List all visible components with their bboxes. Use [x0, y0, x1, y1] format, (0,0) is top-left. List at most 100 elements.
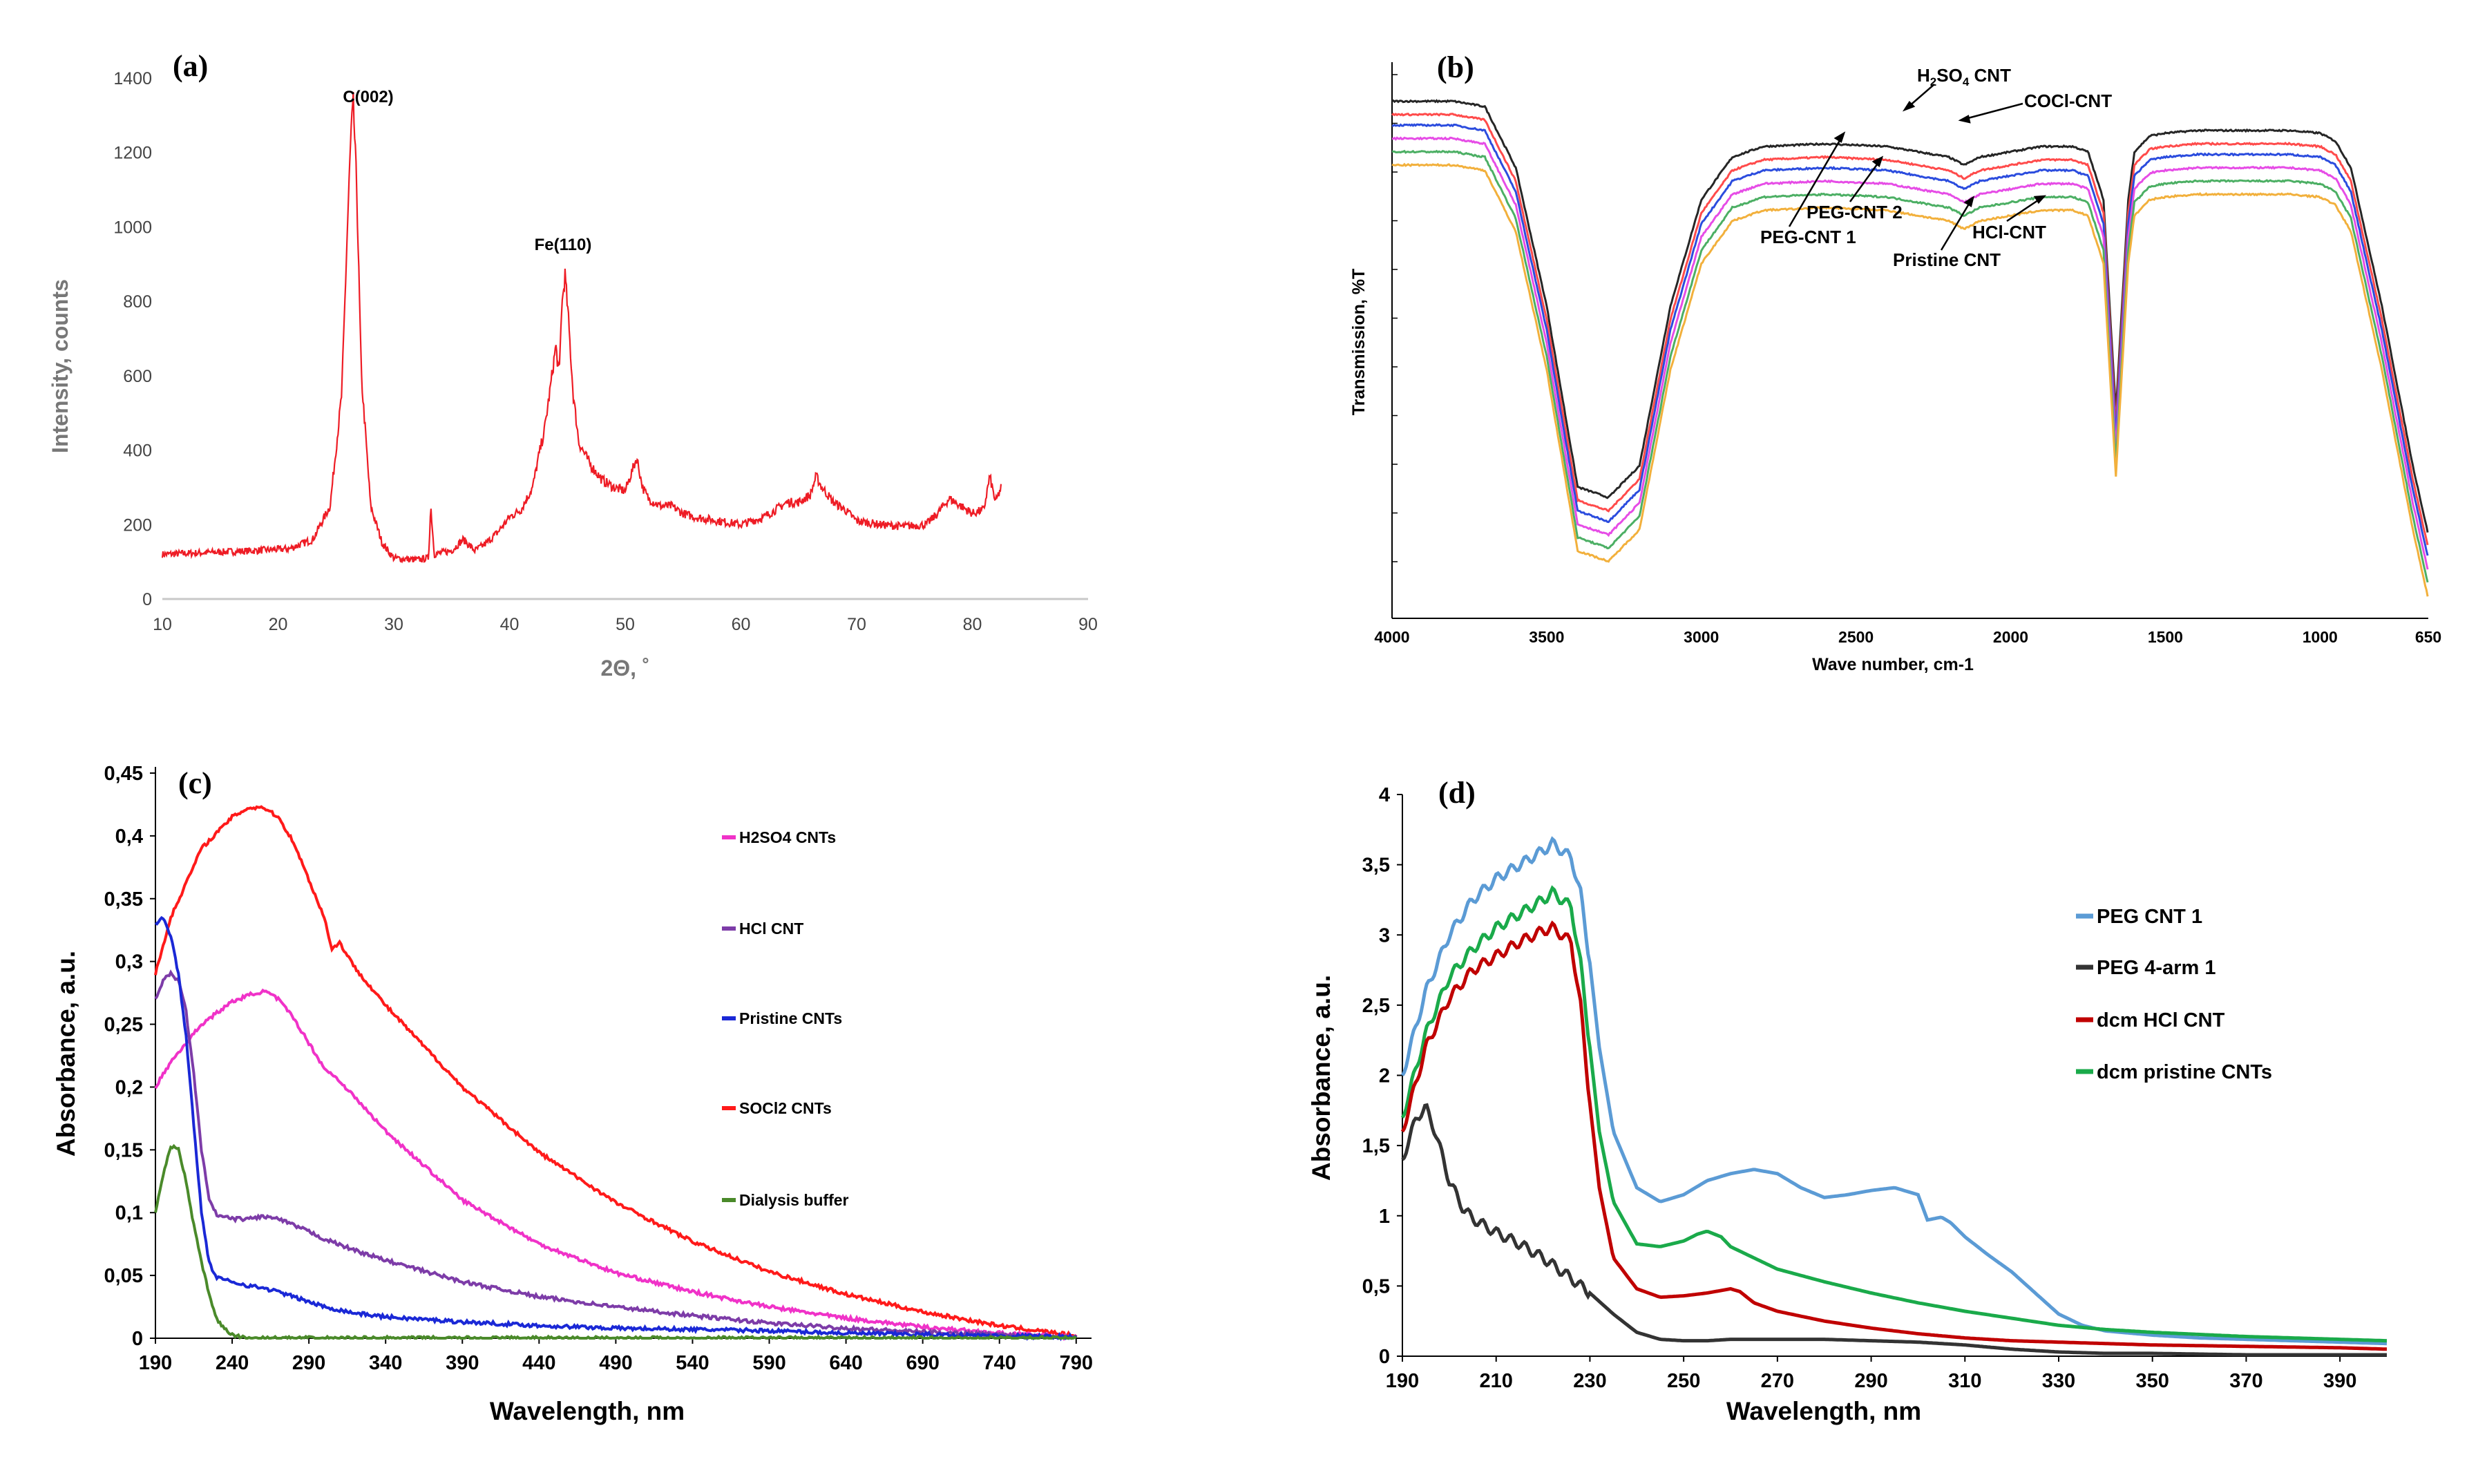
c-legend-label-dialysis-buffer: Dialysis buffer	[739, 1191, 849, 1209]
peak-label-c002: C(002)	[343, 88, 393, 106]
annotation-peg-cnt-2: PEG-CNT 2	[1807, 202, 1903, 222]
panel-b-x-title: Wave number, cm-1	[1812, 655, 1974, 674]
panel-label-d: (d)	[1438, 776, 1476, 810]
c-ytick-5: 0,25	[104, 1014, 143, 1036]
d-ytick-5: 2,5	[1362, 995, 1390, 1017]
b-xtick-1000: 1000	[2303, 628, 2338, 646]
d-legend-label-peg-4-arm-1: PEG 4-arm 1	[2097, 957, 2216, 979]
arrow-h2so4	[1907, 84, 1935, 108]
d-xtick-250: 250	[1667, 1370, 1700, 1392]
c-xtick-490: 490	[599, 1352, 632, 1374]
c-legend-label-pristine-cnts: Pristine CNTs	[739, 1009, 842, 1027]
d-xtick-350: 350	[2136, 1370, 2169, 1392]
panel-label-b: (b)	[1437, 50, 1474, 84]
panel-a-plot-area	[161, 91, 1002, 564]
d-ytick-3: 1,5	[1362, 1135, 1390, 1157]
a-xtick-70: 70	[847, 615, 866, 634]
d-xtick-290: 290	[1854, 1370, 1887, 1392]
c-legend-label-socl2-cnts: SOCl2 CNTs	[739, 1099, 832, 1117]
d-ytick-2: 1	[1379, 1206, 1390, 1228]
b-series-h2so4-cnt	[1391, 113, 2429, 546]
a-xtick-20: 20	[269, 615, 288, 634]
panel-b-ticks: 4000 3500 3000 2500 2000 1500 1000 650	[1374, 74, 2441, 646]
panel-a-x-title: 2Θ, ˚	[600, 656, 649, 681]
arrowhead-cocl	[1958, 115, 1971, 124]
b-xtick-650: 650	[2415, 628, 2441, 646]
a-xtick-90: 90	[1078, 615, 1098, 634]
b-xtick-3000: 3000	[1684, 628, 1719, 646]
a-xtick-60: 60	[732, 615, 751, 634]
c-ytick-4: 0,2	[115, 1076, 143, 1098]
b-xtick-1500: 1500	[2148, 628, 2183, 646]
d-series-dcm-hcl-cnt	[1400, 920, 2387, 1351]
arrow-cocl	[1965, 102, 2023, 120]
annotation-hcl-cnt: HCl-CNT	[1972, 222, 2046, 242]
b-series-pristine-cnt	[1391, 162, 2429, 597]
arrowhead-h2so4	[1902, 101, 1916, 112]
arrowhead-peg1	[1833, 131, 1846, 143]
c-series-h2so4-cnts	[154, 988, 1078, 1342]
b-series-peg-cnt-1	[1391, 123, 2429, 556]
c-xtick-540: 540	[676, 1352, 709, 1374]
b-xtick-4000: 4000	[1374, 628, 1409, 646]
c-series-hcl-cnt	[154, 969, 1077, 1340]
b-xtick-2000: 2000	[1993, 628, 2028, 646]
b-xtick-3500: 3500	[1529, 628, 1564, 646]
c-xtick-390: 390	[446, 1352, 479, 1374]
panel-a-xrd: (a) 10 20 30 40 50 60 70 80 90020040060080010001…	[48, 49, 1098, 681]
d-xtick-330: 330	[2042, 1370, 2075, 1392]
panel-b-plot-area	[1391, 99, 2429, 597]
a-ytick-1200: 1200	[113, 144, 152, 163]
arrow-peg1	[1788, 137, 1842, 227]
arrow-pristine	[1940, 201, 1972, 251]
c-ytick-3: 0,15	[104, 1139, 143, 1161]
d-ytick-6: 3	[1379, 924, 1390, 946]
panel-c-plot-area	[154, 805, 1078, 1342]
c-xtick-740: 740	[983, 1352, 1016, 1374]
d-ytick-1: 0,5	[1362, 1275, 1390, 1297]
panel-a-ticks: 10 20 30 40 50 60 70 80 90 0 200 400 600 800 1000 1200 1…	[113, 69, 1098, 634]
panel-d-y-title: Absorbance, a.u.	[1307, 975, 1335, 1181]
d-xtick-210: 210	[1480, 1370, 1513, 1392]
c-ytick-8: 0,4	[115, 826, 143, 848]
peak-label-fe110: Fe(110)	[535, 236, 592, 254]
c-xtick-590: 590	[752, 1352, 785, 1374]
panel-label-c: (c)	[178, 766, 212, 800]
c-xtick-340: 340	[369, 1352, 402, 1374]
a-ytick-1000: 1000	[113, 218, 152, 237]
arrowhead-hcl	[2033, 195, 2046, 204]
d-xtick-190: 190	[1386, 1370, 1419, 1392]
c-ytick-1: 0,05	[104, 1265, 143, 1287]
b-series-hcl-cnt	[1391, 149, 2429, 583]
a-ytick-400: 400	[123, 441, 152, 461]
d-xtick-270: 270	[1761, 1370, 1794, 1392]
c-series-socl2-cnts	[154, 805, 1078, 1340]
d-xtick-310: 310	[1948, 1370, 1981, 1392]
panel-d-x-title: Wavelength, nm	[1726, 1397, 1921, 1425]
panel-b-y-title: Transmission, %T	[1349, 269, 1369, 416]
b-series-cocl-cnt	[1391, 99, 2429, 533]
a-series-xrd	[161, 91, 1002, 564]
annotation-peg-cnt-1: PEG-CNT 1	[1760, 227, 1856, 247]
c-legend-label-hcl-cnt: HCl CNT	[739, 920, 803, 938]
panel-d-uvvis: (d) 190 210 230 250 270 290 310 330 350 370 390 0 0,…	[1307, 776, 2388, 1425]
arrow-peg2	[1849, 161, 1880, 202]
c-xtick-290: 290	[292, 1352, 325, 1374]
c-ytick-7: 0,35	[104, 888, 143, 911]
c-xtick-190: 190	[139, 1352, 172, 1374]
d-legend-label-dcm-pristine-cnts: dcm pristine CNTs	[2097, 1061, 2272, 1083]
c-ytick-2: 0,1	[115, 1202, 143, 1224]
d-legend-label-dcm-hcl-cnt: dcm HCl CNT	[2097, 1009, 2225, 1031]
c-series-dialysis-buffer	[154, 1143, 1078, 1340]
d-series-peg-cnt-1	[1400, 836, 2388, 1346]
panel-c-ticks: 190 240 290 340 390 440 490 540 590 640 690 740 790 0…	[104, 763, 1093, 1374]
d-ytick-4: 2	[1379, 1065, 1390, 1087]
a-xtick-80: 80	[963, 615, 982, 634]
c-xtick-640: 640	[829, 1352, 862, 1374]
panel-c-legend: H2SO4 CNTs HCl CNT Pristine CNTs SOCl2 CNTs…	[722, 828, 849, 1209]
arrowhead-peg2	[1871, 155, 1884, 168]
c-xtick-690: 690	[906, 1352, 939, 1374]
annotation-arrows	[1788, 84, 2046, 251]
d-legend-label-peg-cnt-1: PEG CNT 1	[2097, 906, 2202, 928]
annotation-cocl-cnt: COCl-CNT	[2024, 91, 2112, 111]
